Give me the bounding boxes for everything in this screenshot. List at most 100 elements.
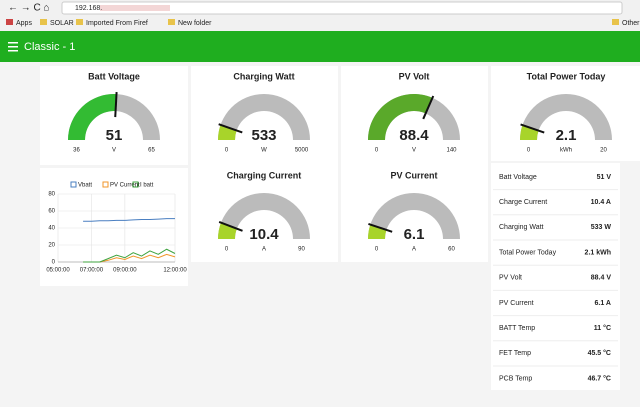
app-header: [0, 31, 640, 62]
gauge-title: Total Power Today: [527, 71, 606, 81]
bookmark-icon: [612, 19, 619, 25]
legend-label: Vbatt: [78, 183, 92, 189]
bookmark-icon: [168, 19, 175, 25]
gauge-track: [218, 193, 310, 239]
x-tick-label: 07:00:00: [80, 268, 104, 274]
gauge-unit: kWh: [560, 148, 572, 154]
card: [191, 66, 338, 165]
row-value: 46.7 °C: [588, 374, 611, 382]
gauge-value: 2.1: [556, 127, 577, 144]
address-text: 192.168.: [75, 5, 102, 12]
gauge-fill: [68, 94, 117, 140]
legend-label: PV Current: [110, 183, 140, 189]
gauge-track: [368, 193, 460, 239]
row-value: 6.1 A: [595, 300, 611, 307]
legend-swatch: [102, 181, 109, 188]
gauge-max: 65: [148, 148, 155, 154]
bookmark[interactable]: Apps: [16, 20, 32, 27]
address-blur: [100, 5, 170, 11]
row-label: Charging Watt: [499, 224, 544, 231]
bookmark[interactable]: New folder: [178, 20, 212, 27]
gauge-title: Batt Voltage: [88, 71, 140, 81]
gauge-title: PV Volt: [399, 71, 430, 81]
card: [341, 66, 488, 165]
gauge-min: 0: [225, 247, 229, 253]
address-bar[interactable]: [61, 1, 623, 15]
gauge-unit: A: [262, 247, 266, 253]
line: [83, 218, 175, 222]
legend-swatch: [70, 181, 77, 188]
gauge-max: 90: [298, 247, 305, 253]
bookmark-icon: [6, 19, 13, 25]
gauge-max: 60: [448, 247, 455, 253]
gauge-value: 88.4: [399, 127, 429, 144]
row-label: Batt Voltage: [499, 174, 537, 181]
back-button[interactable]: ← → C ⌂: [8, 3, 50, 14]
gauge-value: 533: [251, 127, 276, 144]
card: [191, 165, 338, 262]
gauge-fill: [520, 125, 539, 140]
gauge-needle: [422, 95, 435, 120]
bookmark[interactable]: Other: [622, 20, 640, 27]
row-label: PV Current: [499, 300, 534, 307]
gauge-max: 140: [446, 148, 457, 154]
legend-swatch: [132, 181, 139, 188]
menu-icon[interactable]: [8, 42, 18, 52]
gauge-needle: [114, 92, 118, 118]
row-label: BATT Temp: [499, 325, 535, 332]
gauge-unit: W: [261, 148, 267, 154]
gauge-min: 0: [375, 247, 379, 253]
row-value: 88.4 V: [591, 275, 612, 282]
gauge-title: PV Current: [390, 170, 437, 180]
menu-bar: [8, 42, 18, 44]
y-tick-label: 20: [48, 243, 55, 249]
gauge-max: 20: [600, 148, 607, 154]
menu-bar: [8, 50, 18, 52]
gauge-needle: [218, 221, 243, 232]
row-label: Total Power Today: [499, 249, 557, 256]
row-label: FET Temp: [499, 350, 531, 357]
card: [341, 165, 488, 262]
gauge-value: 6.1: [404, 226, 425, 243]
gauge-needle: [218, 123, 243, 134]
gauge-needle: [368, 222, 393, 233]
y-tick-label: 80: [48, 192, 55, 198]
row-value: 45.5 °C: [588, 349, 611, 357]
row-value: 533 W: [591, 224, 612, 231]
y-tick-label: 60: [48, 209, 55, 215]
row-value: 10.4 A: [591, 199, 611, 206]
row-label: PCB Temp: [499, 375, 532, 382]
x-tick-label: 12:00:00: [163, 268, 187, 274]
gauge-min: 36: [73, 148, 80, 154]
y-tick-label: 0: [52, 260, 56, 266]
row-value: 11 °C: [594, 324, 611, 332]
header-title: Classic - 1: [24, 41, 75, 53]
gauge-min: 0: [527, 148, 531, 154]
gauge-value: 51: [106, 127, 123, 144]
line: [83, 248, 176, 263]
bookmark[interactable]: Imported From Firef: [86, 20, 148, 27]
gauge-needle: [520, 123, 545, 134]
row-value: 2.1 kWh: [585, 249, 611, 256]
gauge-max: 5000: [295, 148, 309, 154]
card: [491, 163, 620, 390]
gauge-min: 0: [225, 148, 229, 154]
row-value: 51 V: [597, 174, 612, 181]
gauge-unit: A: [412, 247, 416, 253]
y-tick-label: 40: [48, 226, 55, 232]
gauge-unit: V: [412, 148, 416, 154]
gauge-fill: [368, 224, 387, 239]
card: [491, 66, 640, 161]
x-tick-label: 05:00:00: [46, 268, 70, 274]
row-label: PV Volt: [499, 275, 522, 282]
gauge-track: [520, 94, 612, 140]
gauge-title: Charging Watt: [233, 71, 294, 81]
bookmark-icon: [76, 19, 83, 25]
bookmark-icon: [40, 19, 47, 25]
gauge-fill: [218, 222, 237, 239]
bookmark[interactable]: SOLAR: [50, 20, 74, 27]
menu-bar: [8, 46, 18, 48]
row-label: Charge Current: [499, 199, 547, 206]
gauge-value: 10.4: [249, 226, 279, 243]
